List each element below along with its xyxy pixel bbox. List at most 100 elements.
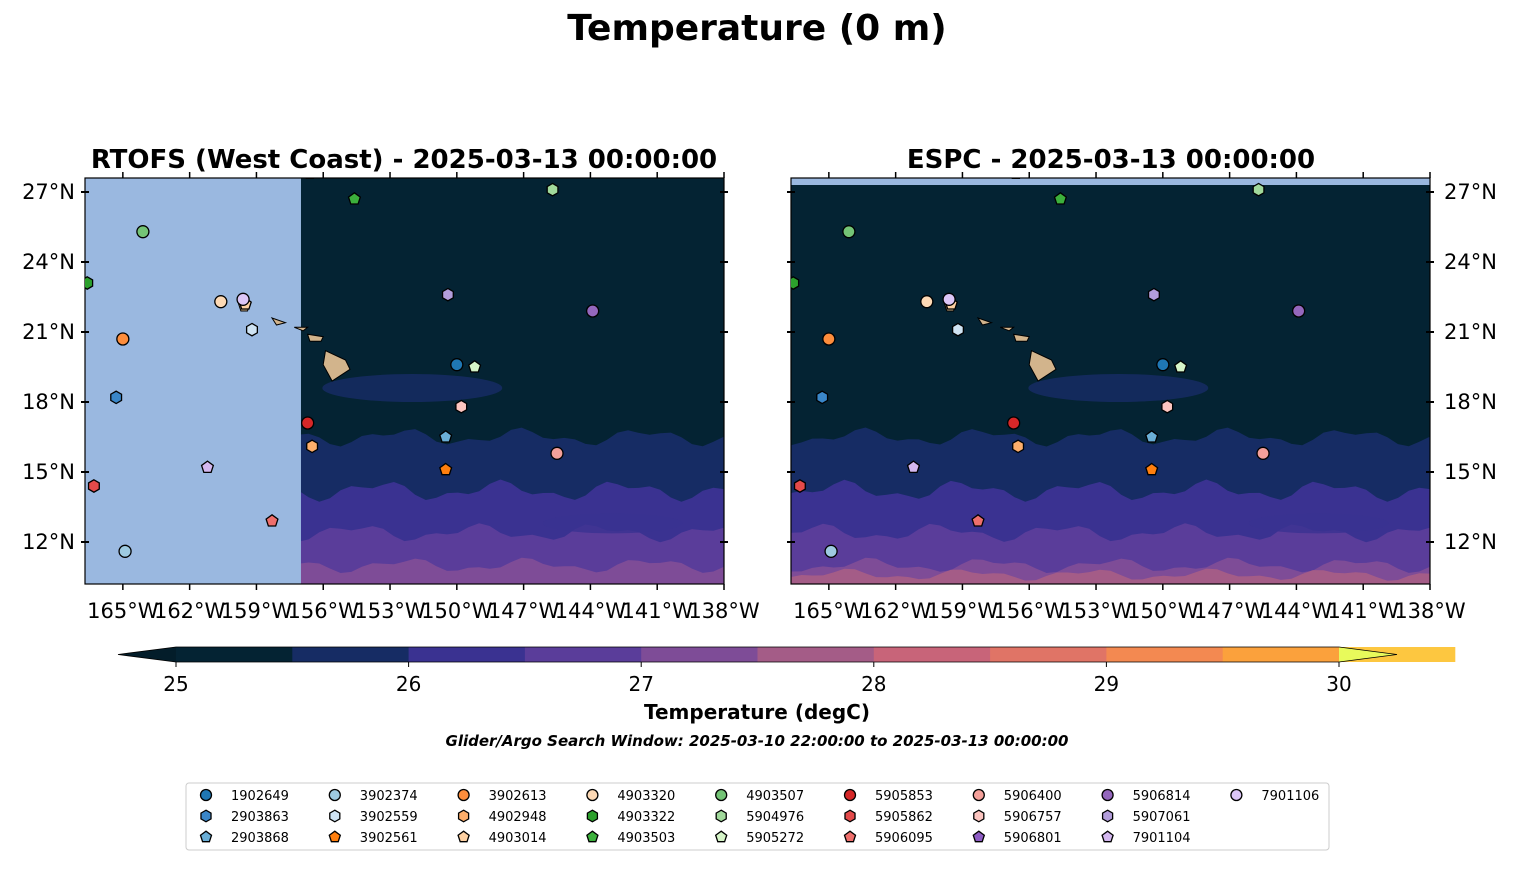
legend-label: 5904976: [746, 810, 804, 825]
suptitle: Temperature (0 m): [567, 8, 947, 49]
legend-label: 7901104: [1133, 831, 1191, 846]
colorbar-tick-label: 30: [1326, 672, 1351, 696]
legend-label: 5906095: [875, 831, 933, 846]
colorbar-tick-label: 28: [861, 672, 886, 696]
float-marker-5906757: [455, 399, 468, 414]
float-marker-4903320: [920, 295, 934, 309]
legend-label: 4902948: [489, 810, 547, 825]
sst-band-27-5: [791, 568, 1430, 584]
legend-label: 5905862: [875, 810, 933, 825]
panel-title-rtofs: RTOFS (West Coast) - 2025-03-13 00:00:00: [91, 145, 717, 175]
legend-marker-5906801: [972, 830, 986, 843]
float-marker-4903507: [136, 225, 150, 239]
lon-tick-label: 141°W: [1328, 599, 1400, 623]
colorbar-tick-label: 25: [163, 672, 188, 696]
float-marker-3902613: [116, 332, 130, 346]
float-marker-3902374: [118, 544, 132, 558]
map-frame: [84, 177, 725, 585]
legend-label: 5906814: [1133, 789, 1191, 804]
colorbar-segment: [408, 647, 526, 662]
legend-marker-5906400: [972, 788, 985, 802]
lat-tick-label: 12°N: [22, 530, 75, 554]
lat-tick-label: 24°N: [1444, 250, 1497, 274]
float-marker-5905853: [1006, 416, 1021, 430]
lat-tick-label: 24°N: [22, 250, 75, 274]
lon-tick-label: 138°W: [1394, 599, 1466, 623]
lat-tick-label: 15°N: [22, 460, 75, 484]
float-marker-4902948: [306, 439, 319, 454]
lon-tick-label: 162°W: [860, 599, 932, 623]
map-area-rtofs: [85, 178, 724, 584]
float-markers: [791, 178, 1306, 558]
float-marker-1902649: [450, 358, 464, 372]
legend-marker-7901106: [1230, 788, 1243, 802]
float-marker-2903868: [1145, 429, 1159, 443]
legend-marker-3902559: [329, 809, 341, 823]
legend-marker-5905853: [843, 788, 857, 802]
lon-tick-label: 165°W: [793, 599, 865, 623]
lon-tick-label: 150°W: [1127, 599, 1199, 623]
legend-marker-4903507: [715, 788, 728, 802]
float-marker-5906801: [305, 178, 315, 179]
legend-marker-5905862: [844, 809, 856, 823]
lon-tick-label: 156°W: [994, 599, 1066, 623]
float-marker-5905272: [1173, 359, 1188, 373]
legend-marker-2903863: [200, 809, 212, 823]
float-marker-4903322: [791, 276, 800, 290]
float-marker-5906400: [1256, 446, 1270, 460]
legend-label: 3902374: [360, 789, 418, 804]
lon-tick-label: 147°W: [488, 599, 560, 623]
float-marker-1902649: [1156, 358, 1170, 372]
colorbar: 25 26 27 28 29 30: [117, 646, 1456, 696]
lon-tick-label: 156°W: [288, 599, 360, 623]
lon-tick-label: 138°W: [688, 599, 760, 623]
legend-label: 4903320: [617, 789, 675, 804]
island-land: [1028, 349, 1057, 382]
legend-marker-3902613: [457, 788, 470, 802]
map-panel-espc: ESPC - 2025-03-13 00:00:00 165°W162°W159…: [787, 145, 1497, 623]
legend-marker-5906814: [1101, 788, 1114, 802]
panel-title-espc: ESPC - 2025-03-13 00:00:00: [907, 145, 1315, 175]
colorbar-segment: [176, 647, 293, 662]
float-marker-5907061: [441, 287, 454, 302]
legend-marker-2903868: [199, 830, 213, 843]
island-land: [322, 349, 351, 382]
legend-marker-4903014: [457, 830, 470, 843]
legend-label: 3902613: [489, 789, 547, 804]
lat-tick-label: 21°N: [1444, 320, 1497, 344]
lon-tick-label: 141°W: [622, 599, 694, 623]
map-panel-rtofs: RTOFS (West Coast) - 2025-03-13 00:00:00…: [22, 145, 760, 623]
lon-tick-label: 159°W: [927, 599, 999, 623]
float-marker-5906400: [550, 446, 564, 460]
island-land: [306, 333, 324, 342]
legend-label: 3902561: [360, 831, 418, 846]
float-marker-5905862: [87, 479, 100, 493]
lon-tick-label: 144°W: [555, 599, 627, 623]
sst-patch: [542, 513, 683, 534]
legend-label: 3902559: [360, 810, 418, 825]
colorbar-segment: [1106, 647, 1224, 662]
colorbar-segment: [1222, 647, 1340, 662]
colorbar-over-arrow: [1339, 647, 1397, 662]
colorbar-under-arrow: [118, 647, 176, 662]
float-marker-4902948: [1012, 439, 1025, 454]
lat-tick-label: 15°N: [1444, 460, 1497, 484]
lat-tick-label: 18°N: [1444, 390, 1497, 414]
lon-tick-label: 162°W: [154, 599, 226, 623]
legend-marker-4903503: [586, 830, 599, 843]
colorbar-segment: [524, 647, 642, 662]
sst-patch: [322, 374, 503, 402]
legend-label: 5906757: [1004, 810, 1062, 825]
lon-tick-label: 165°W: [87, 599, 159, 623]
legend-marker-4903322: [586, 809, 599, 823]
legend-marker-5906095: [843, 830, 857, 843]
float-marker-7901106: [236, 292, 250, 306]
legend-label: 5905853: [875, 789, 933, 804]
legend-label: 5906801: [1004, 831, 1062, 846]
legend-marker-4902948: [457, 809, 470, 823]
float-marker-5906757: [1161, 399, 1174, 414]
legend-label: 2903868: [231, 831, 289, 846]
float-marker-5906814: [585, 304, 600, 318]
colorbar-segment: [641, 647, 758, 662]
